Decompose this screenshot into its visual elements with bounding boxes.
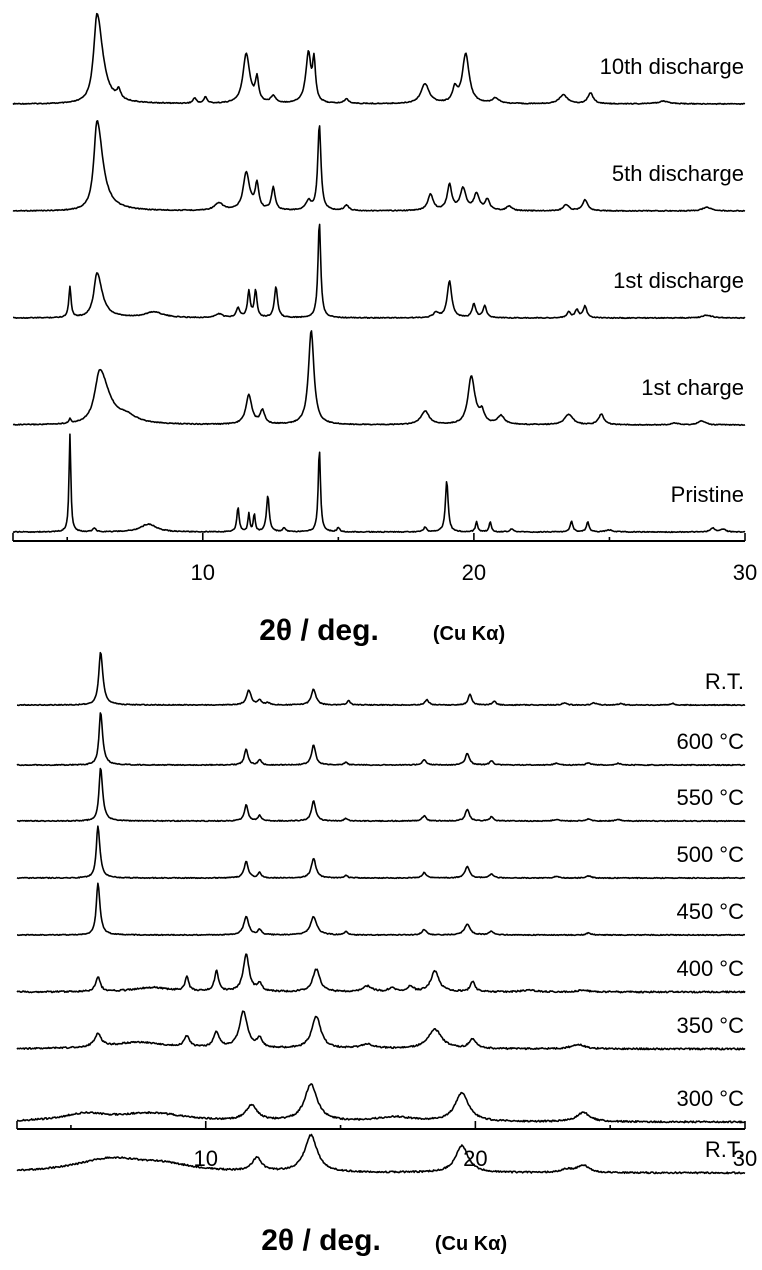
series-label: 550 °C xyxy=(676,785,744,810)
xrd-trace xyxy=(12,433,746,534)
series-label: 500 °C xyxy=(676,842,744,867)
x-axis-sublabel: (Cu Kα) xyxy=(433,623,505,645)
x-tick-label: 10 xyxy=(191,560,215,585)
series-label: 400 °C xyxy=(676,956,744,981)
series-label: 10th discharge xyxy=(600,54,744,79)
series-label: 600 °C xyxy=(676,729,744,754)
xrd-trace xyxy=(16,1010,746,1051)
xrd-trace xyxy=(12,223,746,320)
series-label: 5th discharge xyxy=(612,161,744,186)
series-label: 1st discharge xyxy=(613,268,744,293)
xrd-trace xyxy=(16,825,746,880)
xrd-trace xyxy=(16,882,746,937)
xrd-panel-top: 10th discharge 5th discharge 1st discharge… xyxy=(12,12,757,647)
series-label: R.T. xyxy=(705,1137,744,1162)
x-tick-label: 30 xyxy=(733,1146,757,1171)
series-label: R.T. xyxy=(705,669,744,694)
series-label: 350 °C xyxy=(676,1013,744,1038)
xrd-panel-bottom: R.T. 600 °C 550 °C 500 °C 450 °C 400 °C 350 °C… xyxy=(16,651,757,1257)
x-tick-label: 20 xyxy=(462,560,486,585)
xrd-trace xyxy=(16,1083,746,1124)
xrd-trace xyxy=(16,953,746,994)
xrd-trace xyxy=(16,712,746,767)
xrd-trace xyxy=(12,12,746,106)
series-label: 450 °C xyxy=(676,899,744,924)
series-label: 300 °C xyxy=(676,1086,744,1111)
series-label: Pristine xyxy=(671,482,744,507)
x-axis-label: 2θ / deg. xyxy=(259,614,379,647)
x-tick-label: 10 xyxy=(193,1146,217,1171)
xrd-trace xyxy=(16,651,746,707)
xrd-trace xyxy=(12,120,746,213)
xrd-trace xyxy=(16,767,746,823)
x-axis-label: 2θ / deg. xyxy=(261,1224,381,1257)
series-label: 1st charge xyxy=(641,375,744,400)
x-tick-label: 30 xyxy=(733,560,757,585)
xrd-trace xyxy=(12,330,746,427)
xrd-trace xyxy=(16,1133,746,1175)
x-tick-label: 20 xyxy=(463,1146,487,1171)
x-axis-sublabel: (Cu Kα) xyxy=(435,1233,507,1255)
